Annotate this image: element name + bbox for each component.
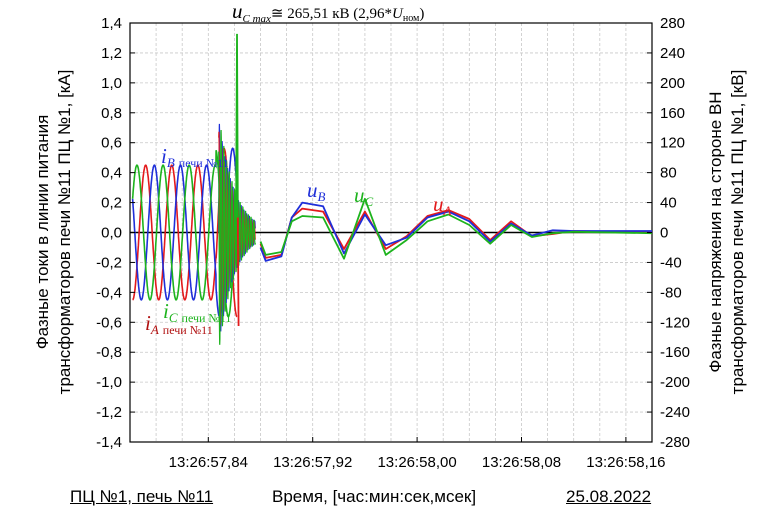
footer-center: Время, [час:мин:сек,мсек] [272,487,477,506]
y-right-tick-label: 240 [660,45,685,62]
y-right-tick-label: 200 [660,75,685,92]
y-left-tick-label: 0,2 [101,195,122,212]
y-left-tick-label: 1,4 [101,15,122,32]
y-left-tick-label: -0,8 [96,344,122,361]
y-axis-right-title: Фазные напряжения на стороне ВН трансфор… [706,70,747,395]
y-left-tick-label: -0,2 [96,254,122,271]
y-axis-left-title: Фазные токи в линии питания трансформато… [33,70,74,395]
label-iB: iB печи №11 [161,144,229,170]
uA-spike [236,217,240,327]
y-right-tick-label: -40 [660,254,682,271]
tick-layer: 1,4 280 1,2 240 1,0 200 0,8 160 0,6 120 0,4 80 0,2 40… [96,15,690,471]
y-right-tick-label: -160 [660,344,690,361]
y-left-tick-label: 0,8 [101,105,122,122]
y-left-tick-label: 1,0 [101,75,122,92]
x-tick-label: 13:26:58,16 [586,454,665,471]
x-tick-label: 13:26:58,08 [482,454,561,471]
footer-right: 25.08.2022 [566,487,652,506]
y-right-tick-label: 0 [660,225,668,242]
y-right-tick-label: 120 [660,135,685,152]
footer-left: ПЦ №1, печь №11 [70,487,214,506]
y-left-tick-label: 0,0 [101,225,122,242]
y-left-tick-label: 1,2 [101,45,122,62]
series-layer [131,33,653,345]
label-uB: uB [307,178,326,204]
y-left-title-line2: трансформаторов печи №11 ПЦ №1, [кА] [55,70,74,395]
label-uA: uA [433,192,452,218]
uC-peak-spike [235,33,239,263]
y-left-tick-label: 0,6 [101,135,122,152]
x-tick-label: 13:26:58,00 [377,454,456,471]
y-right-tick-label: 80 [660,165,677,182]
y-right-tick-label: -80 [660,284,682,301]
chart-svg: 1,4 280 1,2 240 1,0 200 0,8 160 0,6 120 0,4 80 0,2 40… [33,0,747,471]
y-right-title-line2: трансформаторов печи №11 ПЦ №1, [кВ] [728,70,747,395]
grid [129,22,653,443]
y-right-tick-label: -120 [660,314,690,331]
y-left-tick-label: -1,4 [96,434,122,451]
y-left-tick-label: 0,4 [101,165,122,182]
y-left-tick-label: -0,4 [96,284,122,301]
x-tick-label: 13:26:57,92 [273,454,352,471]
y-left-title-line1: Фазные токи в линии питания [33,115,52,350]
y-left-tick-label: -0,6 [96,314,122,331]
y-right-title-line1: Фазные напряжения на стороне ВН [706,91,725,372]
y-right-tick-label: -240 [660,404,690,421]
y-right-tick-label: -200 [660,374,690,391]
x-tick-label: 13:26:57,84 [169,454,248,471]
y-left-tick-label: -1,2 [96,404,122,421]
series-line-uB [259,201,652,262]
y-right-tick-label: 40 [660,195,677,212]
label-iC: iC печи №11 [163,299,231,325]
series-line-uC [259,197,653,260]
y-right-tick-label: 160 [660,105,685,122]
peak-annotation: uC max≅ 265,51 кВ (2,96*Uном) [232,0,424,25]
y-right-tick-label: 280 [660,15,685,32]
label-uC: uC [354,183,374,209]
transient-burst [218,123,256,332]
y-right-tick-label: -280 [660,434,690,451]
y-left-tick-label: -1,0 [96,374,122,391]
label-iA: iA печи №11 [145,311,213,337]
